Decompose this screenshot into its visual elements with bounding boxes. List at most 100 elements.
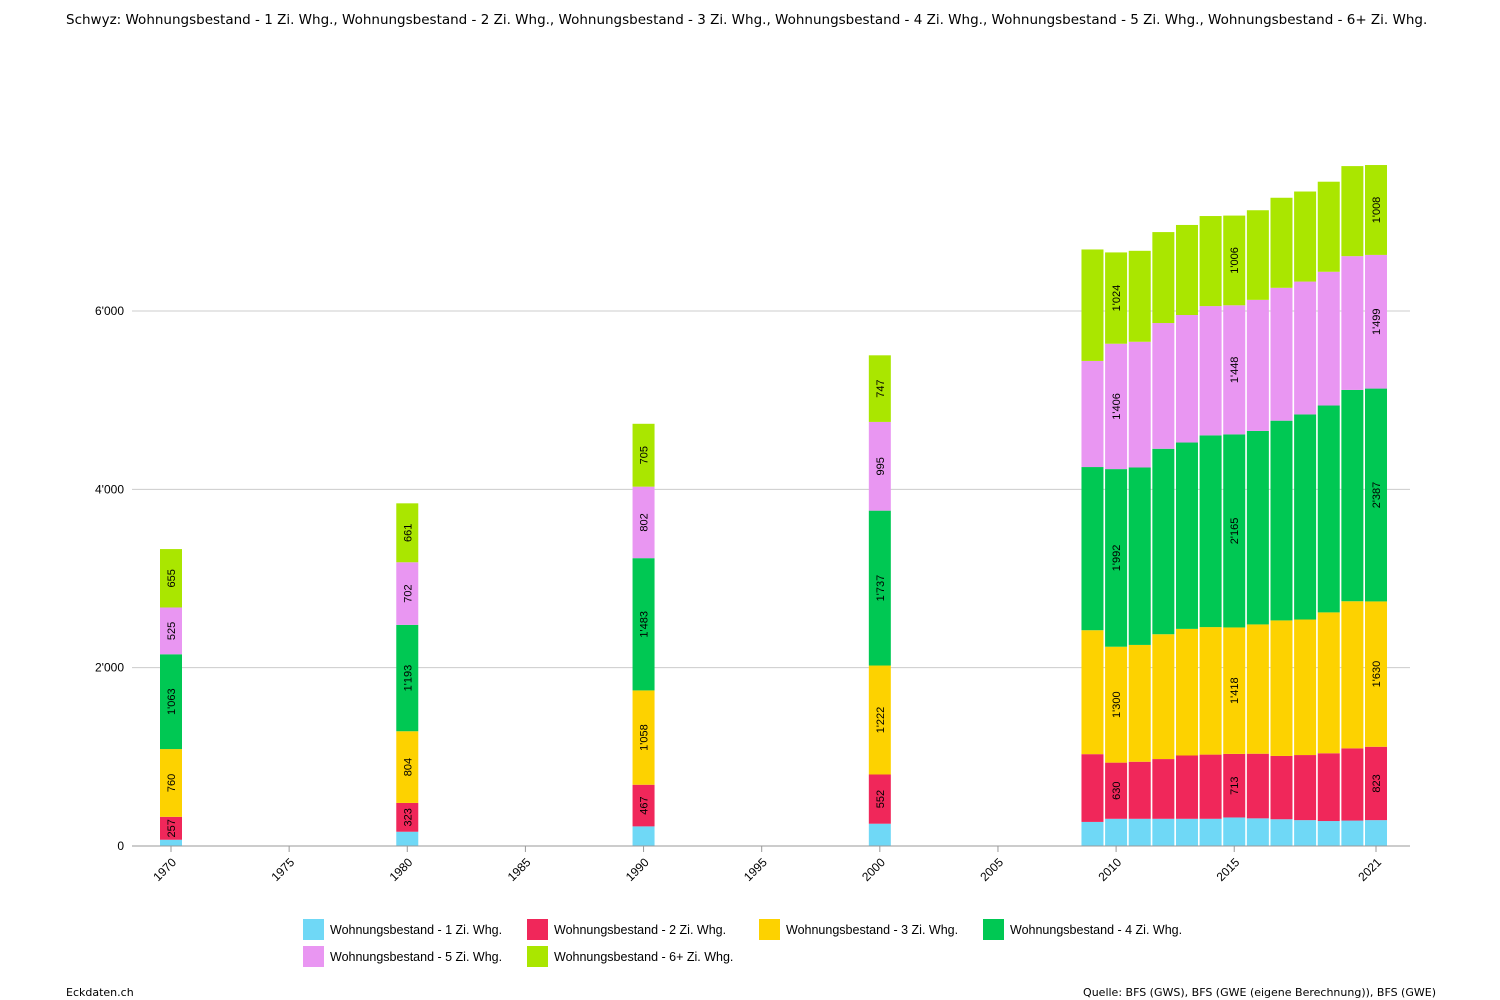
legend-swatch [303, 946, 324, 967]
bar-segment [632, 690, 655, 785]
bar-segment [160, 839, 182, 846]
data-label: 257 [166, 819, 178, 837]
bar-segment [1128, 761, 1151, 819]
bar-segment [1341, 601, 1364, 749]
x-tick-label: 1975 [268, 855, 297, 884]
data-label: 1'630 [1371, 661, 1383, 688]
bar-segment [632, 826, 655, 846]
y-tick-label: 6'000 [95, 304, 124, 318]
bar-segment [160, 607, 182, 655]
legend-swatch [527, 946, 548, 967]
bar-segment [1175, 818, 1198, 846]
bar-segment [1199, 754, 1222, 819]
legend-label: Wohnungsbestand - 1 Zi. Whg. [330, 922, 503, 937]
data-label: 323 [402, 808, 414, 826]
bar-segment [1223, 627, 1246, 754]
bar-segment [1365, 165, 1387, 255]
bar-segment [1223, 305, 1246, 435]
bar-segment [1152, 323, 1175, 449]
bar-segment [1246, 430, 1269, 625]
bar-segment [1081, 754, 1104, 822]
data-label: 802 [639, 513, 651, 531]
bar-segment [1270, 420, 1293, 621]
bar-segment [868, 355, 891, 422]
bar-segment [1081, 630, 1104, 755]
bar-segment [1246, 299, 1269, 431]
x-tick-label: 2015 [1214, 855, 1243, 884]
data-label: 747 [875, 379, 887, 397]
bar-segment [868, 665, 891, 775]
bar-segment [160, 816, 182, 840]
x-tick-label: 2010 [1095, 855, 1124, 884]
bar-segment [1341, 748, 1364, 821]
data-label: 804 [402, 758, 414, 776]
bar-segment [1317, 181, 1340, 272]
bar-segment [1341, 389, 1364, 602]
bar-segment [1365, 388, 1387, 602]
bar-segment [1294, 619, 1317, 756]
bar-segment [1317, 405, 1340, 613]
data-label: 1'448 [1229, 357, 1241, 384]
data-label: 1'483 [639, 611, 651, 638]
legend-item: Wohnungsbestand - 2 Zi. Whg. [527, 919, 726, 940]
bar-segment [1270, 287, 1293, 421]
legend-swatch [303, 919, 324, 940]
bar-segment [1105, 646, 1128, 763]
bar-segment [1175, 628, 1198, 756]
bar-segment [1270, 620, 1293, 756]
bar-segment [1223, 817, 1246, 846]
data-label: 2'165 [1229, 518, 1241, 545]
source-label: Quelle: BFS (GWS), BFS (GWE (eigene Bere… [1083, 986, 1436, 999]
data-label: 1'058 [639, 724, 651, 751]
bar-segment [1294, 414, 1317, 620]
data-label: 552 [875, 790, 887, 808]
bar-segment [1175, 755, 1198, 819]
bar-segment [1128, 250, 1151, 342]
bar-segment [396, 831, 419, 846]
data-label: 525 [166, 622, 178, 640]
bar-segment [1199, 435, 1222, 628]
bar-segment [1223, 215, 1246, 306]
bar-segment [1152, 232, 1175, 324]
bar-segment [1317, 612, 1340, 754]
data-label: 1'024 [1111, 285, 1123, 312]
bar-segment [1294, 191, 1317, 282]
legend-swatch [983, 919, 1004, 940]
bar-segment [1128, 818, 1151, 846]
bar-segment [1341, 820, 1364, 846]
y-tick-label: 2'000 [95, 661, 124, 675]
legend-label: Wohnungsbestand - 2 Zi. Whg. [554, 922, 727, 937]
legend-item: Wohnungsbestand - 5 Zi. Whg. [303, 946, 502, 967]
bar-segment [1223, 434, 1246, 628]
data-label: 1'008 [1371, 197, 1383, 224]
bar-segment [1152, 448, 1175, 635]
bar-segment [1365, 746, 1387, 821]
data-label: 1'406 [1111, 393, 1123, 420]
bar-segment [396, 731, 419, 803]
bar-segment [1128, 644, 1151, 762]
data-label: 655 [166, 569, 178, 587]
data-label: 1'737 [875, 575, 887, 602]
data-label: 661 [402, 524, 414, 542]
legend-item: Wohnungsbestand - 1 Zi. Whg. [303, 919, 502, 940]
bar-segment [1105, 762, 1128, 819]
bar-segment [1105, 343, 1128, 470]
legend-label: Wohnungsbestand - 3 Zi. Whg. [786, 922, 959, 937]
bar-segment [396, 562, 419, 625]
bars [160, 165, 1387, 846]
bar-segment [1365, 601, 1387, 747]
bar-segment [1341, 256, 1364, 390]
chart-title: Schwyz: Wohnungsbestand - 1 Zi. Whg., Wo… [66, 12, 1428, 28]
x-tick-label: 1990 [623, 855, 652, 884]
data-labels: 257 760 1'063 525 655 323 804 1'193 702 661 467 1'0… [166, 197, 1383, 838]
bar-segment [1199, 627, 1222, 755]
data-label: 823 [1371, 774, 1383, 792]
data-label: 995 [875, 457, 887, 475]
bar-segment [1175, 315, 1198, 443]
data-label: 630 [1111, 782, 1123, 800]
bar-segment [1294, 281, 1317, 415]
legend-swatch [527, 919, 548, 940]
bar-segment [1246, 210, 1269, 300]
x-tick-label: 2000 [859, 855, 888, 884]
data-label: 1'222 [875, 707, 887, 734]
